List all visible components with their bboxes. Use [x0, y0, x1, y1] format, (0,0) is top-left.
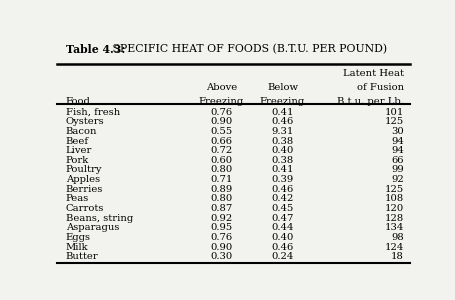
Text: 128: 128	[384, 214, 403, 223]
Text: 0.39: 0.39	[271, 175, 293, 184]
Text: Liver: Liver	[66, 146, 92, 155]
Text: 0.76: 0.76	[210, 108, 232, 117]
Text: 0.80: 0.80	[210, 194, 232, 203]
Text: SPECIFIC HEAT OF FOODS (B.T.U. PER POUND): SPECIFIC HEAT OF FOODS (B.T.U. PER POUND…	[109, 44, 387, 54]
Text: 94: 94	[390, 146, 403, 155]
Text: 0.80: 0.80	[210, 166, 232, 175]
Text: 0.46: 0.46	[271, 117, 293, 126]
Text: Butter: Butter	[66, 252, 98, 261]
Text: 66: 66	[391, 156, 403, 165]
Text: 0.71: 0.71	[210, 175, 232, 184]
Text: 0.46: 0.46	[271, 185, 293, 194]
Text: 9.31: 9.31	[271, 127, 293, 136]
Text: Oysters: Oysters	[66, 117, 104, 126]
Text: 0.44: 0.44	[271, 223, 293, 232]
Text: Bacon: Bacon	[66, 127, 97, 136]
Text: of Fusion: of Fusion	[356, 83, 403, 92]
Text: Carrots: Carrots	[66, 204, 104, 213]
Text: 0.30: 0.30	[210, 252, 232, 261]
Text: Table 4.3:: Table 4.3:	[66, 44, 125, 55]
Text: 124: 124	[384, 243, 403, 252]
Text: 0.66: 0.66	[210, 136, 232, 146]
Text: Berries: Berries	[66, 185, 103, 194]
Text: 0.72: 0.72	[210, 146, 232, 155]
Text: Beef: Beef	[66, 136, 89, 146]
Text: 0.89: 0.89	[210, 185, 232, 194]
Text: 0.95: 0.95	[210, 223, 232, 232]
Text: 0.87: 0.87	[210, 204, 232, 213]
Text: Freezing: Freezing	[198, 98, 243, 106]
Text: Milk: Milk	[66, 243, 88, 252]
Text: 0.55: 0.55	[210, 127, 232, 136]
Text: 0.92: 0.92	[210, 214, 232, 223]
Text: Asparagus: Asparagus	[66, 223, 119, 232]
Text: 92: 92	[390, 175, 403, 184]
Text: 0.24: 0.24	[271, 252, 293, 261]
Text: Below: Below	[266, 83, 297, 92]
Text: 30: 30	[390, 127, 403, 136]
Text: B.t.u. per Lb.: B.t.u. per Lb.	[336, 98, 403, 106]
Text: Fish, fresh: Fish, fresh	[66, 108, 120, 117]
Text: Food: Food	[66, 98, 91, 106]
Text: Above: Above	[205, 83, 237, 92]
Text: 0.90: 0.90	[210, 117, 232, 126]
Text: 0.38: 0.38	[271, 136, 293, 146]
Text: 125: 125	[384, 185, 403, 194]
Text: 108: 108	[384, 194, 403, 203]
Text: 0.42: 0.42	[271, 194, 293, 203]
Text: 0.60: 0.60	[210, 156, 232, 165]
Text: 101: 101	[384, 108, 403, 117]
Text: Latent Heat: Latent Heat	[342, 69, 403, 78]
Text: 0.40: 0.40	[271, 233, 293, 242]
Text: Beans, string: Beans, string	[66, 214, 133, 223]
Text: Peas: Peas	[66, 194, 89, 203]
Text: Poultry: Poultry	[66, 166, 102, 175]
Text: 98: 98	[390, 233, 403, 242]
Text: 18: 18	[390, 252, 403, 261]
Text: 125: 125	[384, 117, 403, 126]
Text: Freezing: Freezing	[259, 98, 304, 106]
Text: 0.41: 0.41	[271, 108, 293, 117]
Text: 0.41: 0.41	[271, 166, 293, 175]
Text: Eggs: Eggs	[66, 233, 91, 242]
Text: 0.90: 0.90	[210, 243, 232, 252]
Text: 120: 120	[384, 204, 403, 213]
Text: 0.46: 0.46	[271, 243, 293, 252]
Text: 0.40: 0.40	[271, 146, 293, 155]
Text: 0.76: 0.76	[210, 233, 232, 242]
Text: Apples: Apples	[66, 175, 100, 184]
Text: 99: 99	[390, 166, 403, 175]
Text: 134: 134	[384, 223, 403, 232]
Text: 94: 94	[390, 136, 403, 146]
Text: 0.38: 0.38	[271, 156, 293, 165]
Text: 0.47: 0.47	[271, 214, 293, 223]
Text: Pork: Pork	[66, 156, 89, 165]
Text: 0.45: 0.45	[271, 204, 293, 213]
